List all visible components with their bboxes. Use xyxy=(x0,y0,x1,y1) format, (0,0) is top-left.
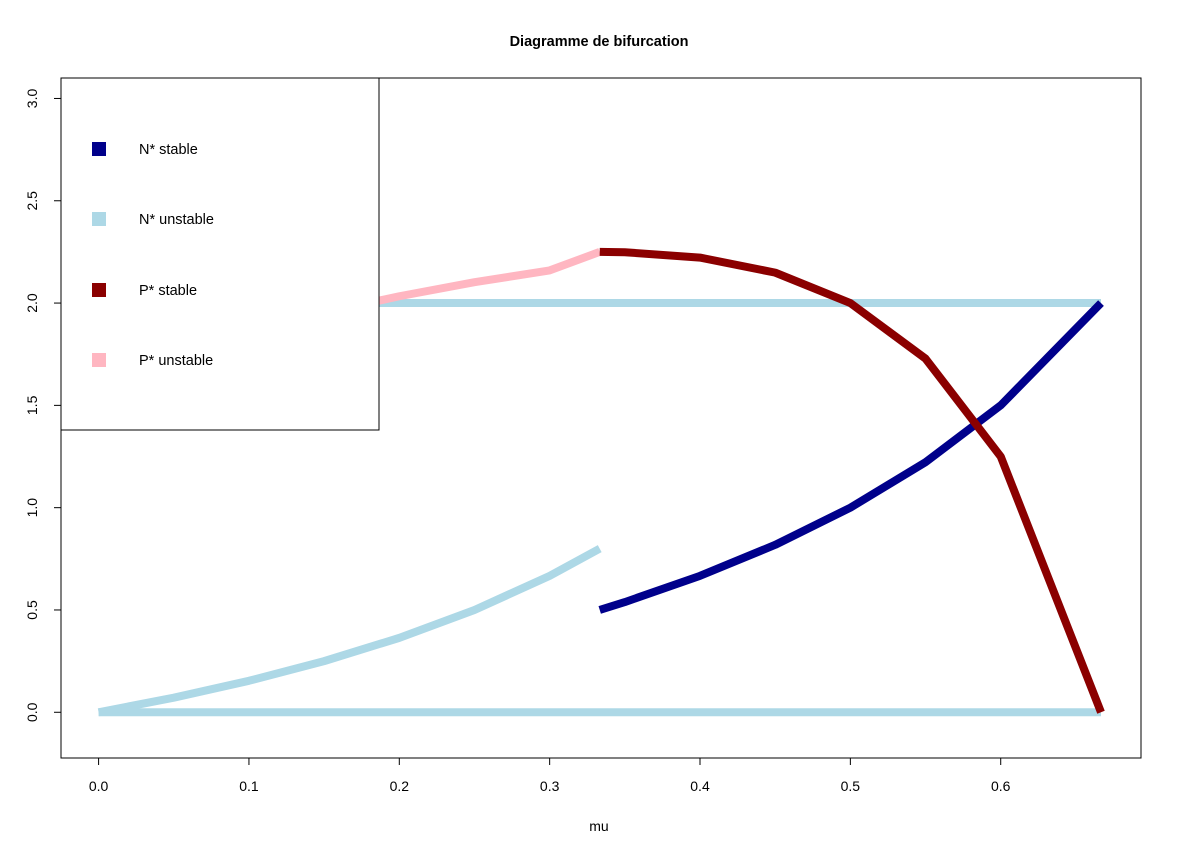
y-tick-label: 3.0 xyxy=(24,89,40,109)
x-tick-label: 0.4 xyxy=(690,778,710,794)
y-tick-label: 0.0 xyxy=(24,702,40,722)
legend-label: P* unstable xyxy=(139,353,213,369)
y-tick-label: 0.5 xyxy=(24,600,40,620)
x-tick-label: 0.3 xyxy=(540,778,560,794)
series-line-3 xyxy=(97,545,602,717)
x-tick-label: 0.1 xyxy=(239,778,259,794)
legend-swatch xyxy=(92,283,106,297)
y-tick-label: 2.0 xyxy=(24,293,40,313)
x-tick-label: 0.2 xyxy=(390,778,410,794)
legend-box xyxy=(60,77,380,431)
x-tick-label: 0.6 xyxy=(991,778,1011,794)
y-axis: 0.0 0.5 1.0 1.5 2.0 2.5 3.0 xyxy=(24,89,62,722)
legend-label: N* unstable xyxy=(139,212,214,228)
y-tick-label: 1.5 xyxy=(24,395,40,415)
x-axis-label: mu xyxy=(589,818,608,834)
legend-label: N* stable xyxy=(139,142,198,158)
legend-label: P* stable xyxy=(139,283,197,299)
y-tick-label: 1.0 xyxy=(24,498,40,518)
series-line-4 xyxy=(598,300,1104,614)
x-axis: 0.0 0.1 0.2 0.3 0.4 0.5 0.6 xyxy=(89,757,1011,794)
legend-swatch xyxy=(92,142,106,156)
y-tick-label: 2.5 xyxy=(24,191,40,211)
legend: N* stable N* unstable P* stable P* unstable xyxy=(60,77,380,431)
x-tick-label: 0.0 xyxy=(89,778,109,794)
legend-swatch xyxy=(92,212,106,226)
x-tick-label: 0.5 xyxy=(841,778,861,794)
legend-swatch xyxy=(92,353,106,367)
chart-title: Diagramme de bifurcation xyxy=(510,34,689,50)
series-line-6 xyxy=(599,247,1105,714)
